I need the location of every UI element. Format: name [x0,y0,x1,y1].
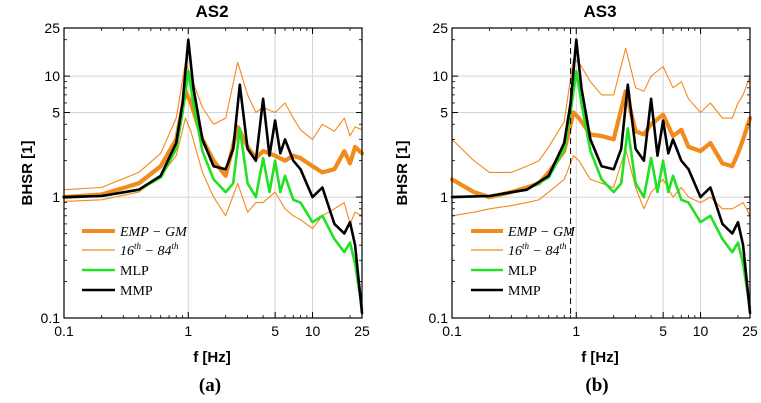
x-axis-label: f [Hz] [581,349,619,366]
y-tick-label: 25 [44,20,60,36]
x-tick-label: 0.1 [442,323,462,339]
panel-as3: AS3 BHSR [1] f [Hz] (b) 0.1 1 5 10 25 0.1 1 5 10… [394,2,758,396]
y-tick-label: 0.1 [41,310,61,326]
series-p84 [63,61,363,191]
series-mlp [450,69,752,310]
x-tick-label: 10 [305,323,321,339]
y-tick-label: 10 [44,68,60,84]
x-tick-label: 25 [742,323,758,339]
series-p16 [63,117,363,230]
legend: EMP − GM 16th − 84th MLP MMP [82,225,188,299]
grid [63,27,363,319]
x-tick-label: 1 [184,323,192,339]
panel-label: (b) [585,375,608,396]
percentile-band [63,61,363,230]
x-tick-label: 10 [693,323,709,339]
series-lines [449,38,753,315]
legend: EMP − GM 16th − 84th MLP MMP [471,225,576,299]
axis-ticks: 0.1 1 5 10 25 0.1 1 5 10 25 [41,20,370,339]
axis-ticks: 0.1 1 5 10 25 0.1 1 5 10 25 [429,20,758,339]
legend-label-band: 16th − 84th [120,241,179,259]
series-emp-gm [449,89,753,200]
plot-frame [63,27,363,319]
legend-label-mmp: MMP [508,284,541,299]
panel-label: (a) [199,375,221,396]
x-axis-label: f [Hz] [193,349,231,366]
x-tick-label: 1 [572,323,580,339]
series-emp-gm [61,89,365,200]
x-tick-label: 25 [354,323,370,339]
series-mmp [62,38,364,315]
x-tick-label: 5 [659,323,667,339]
panel-as2: AS2 BHSR [1] f [Hz] (a) 0.1 1 5 10 25 0.1 1 5 10… [19,2,370,396]
y-tick-label: 5 [440,105,448,121]
legend-label-emp: EMP − GM [507,225,576,240]
x-tick-label: 5 [271,323,279,339]
series-mlp [62,69,364,310]
series-p84 [451,47,751,173]
legend-label-emp: EMP − GM [119,225,188,240]
y-tick-label: 25 [432,20,448,36]
series-lines [61,38,365,315]
y-tick-label: 1 [440,189,448,205]
y-axis-label: BHSR [1] [394,140,411,205]
x-tick-label: 0.1 [54,323,74,339]
y-tick-label: 1 [52,189,60,205]
legend-label-mlp: MLP [120,264,149,279]
grid [451,27,751,319]
y-tick-label: 5 [52,105,60,121]
legend-label-band: 16th − 84th [508,241,567,259]
series-mmp [450,38,752,315]
chart-title: AS2 [195,2,228,21]
y-tick-label: 10 [432,68,448,84]
y-tick-label: 0.1 [429,310,449,326]
chart-title: AS3 [583,2,616,21]
plot-frame [451,27,751,319]
legend-label-mmp: MMP [120,284,153,299]
series-p16 [451,148,751,217]
y-axis-label: BHSR [1] [19,140,36,205]
legend-label-mlp: MLP [508,264,537,279]
